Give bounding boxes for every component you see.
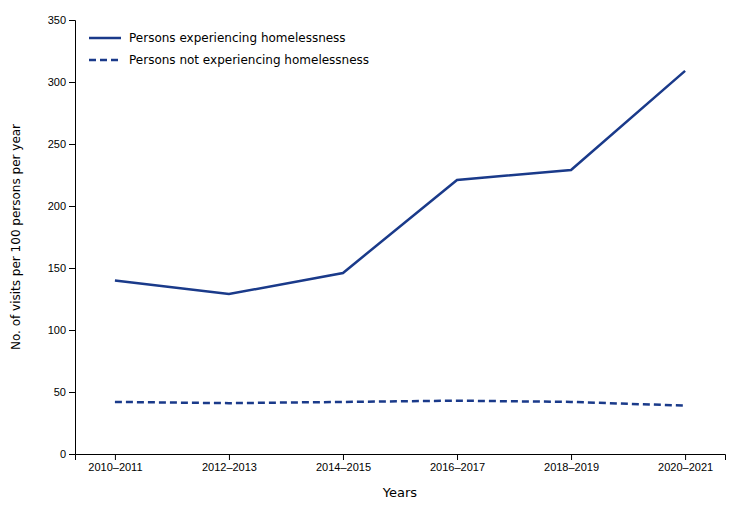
axis-line — [69, 21, 76, 455]
tick: 2016–2017 — [430, 454, 485, 473]
x-axis: 2010–2011 2012–2013 2014–2015 2016–2017 2018… — [76, 454, 726, 473]
tick: 2018–2019 — [544, 454, 599, 473]
tick-label: 200 — [48, 200, 66, 212]
legend-item: Persons experiencing homelessness — [89, 31, 346, 45]
tick-mark — [229, 454, 230, 460]
tick: 2010–2011 — [88, 454, 142, 473]
legend-item: Persons not experiencing homelessness — [89, 53, 369, 67]
tick-mark — [69, 454, 75, 455]
tick: 50 — [54, 386, 75, 398]
tick-mark — [685, 454, 686, 460]
legend-swatch — [89, 37, 121, 40]
tick: 250 — [48, 138, 75, 150]
tick: 150 — [48, 262, 75, 274]
tick-mark — [343, 454, 344, 460]
tick-label: 2020–2021 — [658, 461, 713, 473]
tick-label: 2016–2017 — [430, 461, 485, 473]
tick-mark — [69, 206, 75, 207]
tick: 2020–2021 — [658, 454, 713, 473]
tick-mark — [69, 20, 75, 21]
tick: 350 — [48, 14, 75, 26]
y-axis-title: No. of visits per 100 persons per year — [9, 124, 23, 350]
tick-label: 250 — [48, 138, 66, 150]
tick-label: 150 — [48, 262, 66, 274]
plot: 2010–2011 2012–2013 2014–2015 2016–2017 2018… — [48, 14, 726, 473]
tick: 2012–2013 — [202, 454, 257, 473]
tick-label: 2018–2019 — [544, 461, 599, 473]
tick: 0 — [60, 448, 75, 460]
tick-mark — [69, 392, 75, 393]
tick-mark — [69, 330, 75, 331]
tick: 200 — [48, 200, 75, 212]
tick-mark — [69, 144, 75, 145]
tick-label: 0 — [60, 448, 66, 460]
tick-label: 300 — [48, 76, 66, 88]
tick-label: 2014–2015 — [316, 461, 371, 473]
y-axis: 0 50 100 150 200 250 300 350 — [48, 14, 76, 460]
line — [115, 401, 685, 406]
tick-mark — [115, 454, 116, 460]
legend-swatch — [89, 59, 121, 62]
tick: 2014–2015 — [316, 454, 371, 473]
lines — [115, 71, 685, 406]
tick-label: 350 — [48, 14, 66, 26]
tick-label: 2010–2011 — [88, 461, 142, 473]
tick: 100 — [48, 324, 75, 336]
legend: Persons experiencing homelessness Persons… — [89, 31, 369, 67]
tick-mark — [69, 82, 75, 83]
chart: 2010–2011 2012–2013 2014–2015 2016–2017 2018… — [0, 0, 750, 509]
tick-mark — [571, 454, 572, 460]
tick-label: 50 — [54, 386, 66, 398]
tick: 300 — [48, 76, 75, 88]
x-axis-title: Years — [382, 485, 418, 500]
legend-label: Persons experiencing homelessness — [129, 31, 346, 45]
legend-label: Persons not experiencing homelessness — [129, 53, 369, 67]
tick-label: 100 — [48, 324, 66, 336]
tick-mark — [69, 268, 75, 269]
tick-label: 2012–2013 — [202, 461, 257, 473]
axis-line — [76, 455, 726, 461]
tick-mark — [457, 454, 458, 460]
line — [115, 71, 685, 294]
